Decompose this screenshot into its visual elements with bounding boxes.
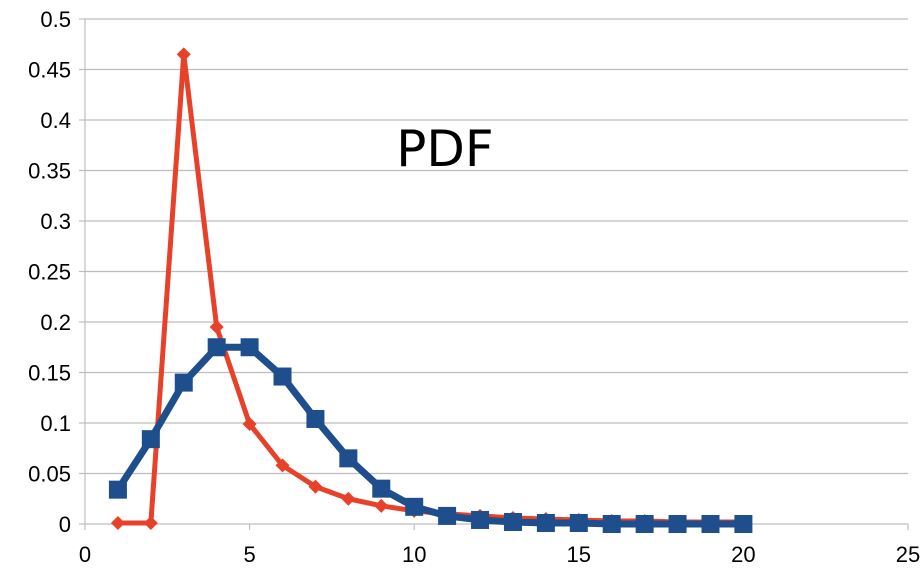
x-tick-label: 15: [567, 542, 591, 567]
x-tick-label: 25: [896, 542, 920, 567]
data-point-square: [273, 367, 292, 386]
data-point-square: [668, 515, 687, 533]
data-point-diamond: [374, 498, 389, 513]
y-axis-ticks: 0 0.05 0.1 0.15 0.2 0.25 0.3 0.35 0.4 0.45 0.5: [28, 7, 85, 537]
data-point-diamond: [275, 458, 290, 473]
series-group: [108, 47, 753, 533]
y-tick-label: 0.3: [40, 209, 71, 234]
x-tick-label: 20: [731, 542, 755, 567]
y-tick-label: 0.2: [40, 310, 71, 335]
y-tick-label: 0.1: [40, 411, 71, 436]
data-point-square: [569, 513, 588, 532]
data-point-square: [503, 512, 522, 531]
x-tick-label: 5: [243, 542, 255, 567]
data-point-diamond: [341, 491, 356, 506]
data-point-square: [405, 497, 424, 516]
y-tick-label: 0.05: [28, 462, 71, 487]
y-tick-label: 0.5: [40, 7, 71, 32]
data-point-diamond: [143, 515, 158, 530]
data-point-diamond: [176, 47, 191, 62]
data-point-square: [306, 409, 325, 428]
data-point-square: [438, 506, 457, 525]
data-point-square: [372, 479, 391, 498]
data-point-diamond: [209, 320, 224, 335]
y-tick-label: 0: [59, 512, 71, 537]
data-point-diamond: [308, 479, 323, 494]
series-line: [114, 343, 744, 528]
x-tick-label: 10: [402, 542, 426, 567]
data-point-square: [536, 513, 555, 532]
data-point-square: [734, 515, 753, 533]
y-tick-label: 0.4: [40, 108, 71, 133]
data-point-square: [701, 515, 720, 533]
x-axis-ticks: 0 5 10 15 20 25: [79, 524, 920, 567]
data-point-square: [602, 515, 621, 533]
data-point-square: [339, 449, 358, 468]
data-point-square: [207, 338, 226, 357]
chart-title: PDF: [396, 120, 493, 178]
data-point-square: [471, 510, 490, 529]
y-tick-label: 0.15: [28, 361, 71, 386]
data-point-diamond: [110, 515, 125, 530]
y-tick-label: 0.45: [28, 58, 71, 83]
gridlines: [85, 18, 908, 475]
data-point-diamond: [242, 417, 257, 432]
data-point-square: [240, 338, 259, 357]
y-tick-label: 0.25: [28, 260, 71, 285]
data-point-square: [141, 430, 160, 449]
x-tick-label: 0: [79, 542, 91, 567]
data-point-square: [108, 480, 127, 499]
data-point-square: [635, 515, 654, 533]
y-tick-label: 0.35: [28, 159, 71, 184]
data-point-square: [174, 373, 193, 392]
